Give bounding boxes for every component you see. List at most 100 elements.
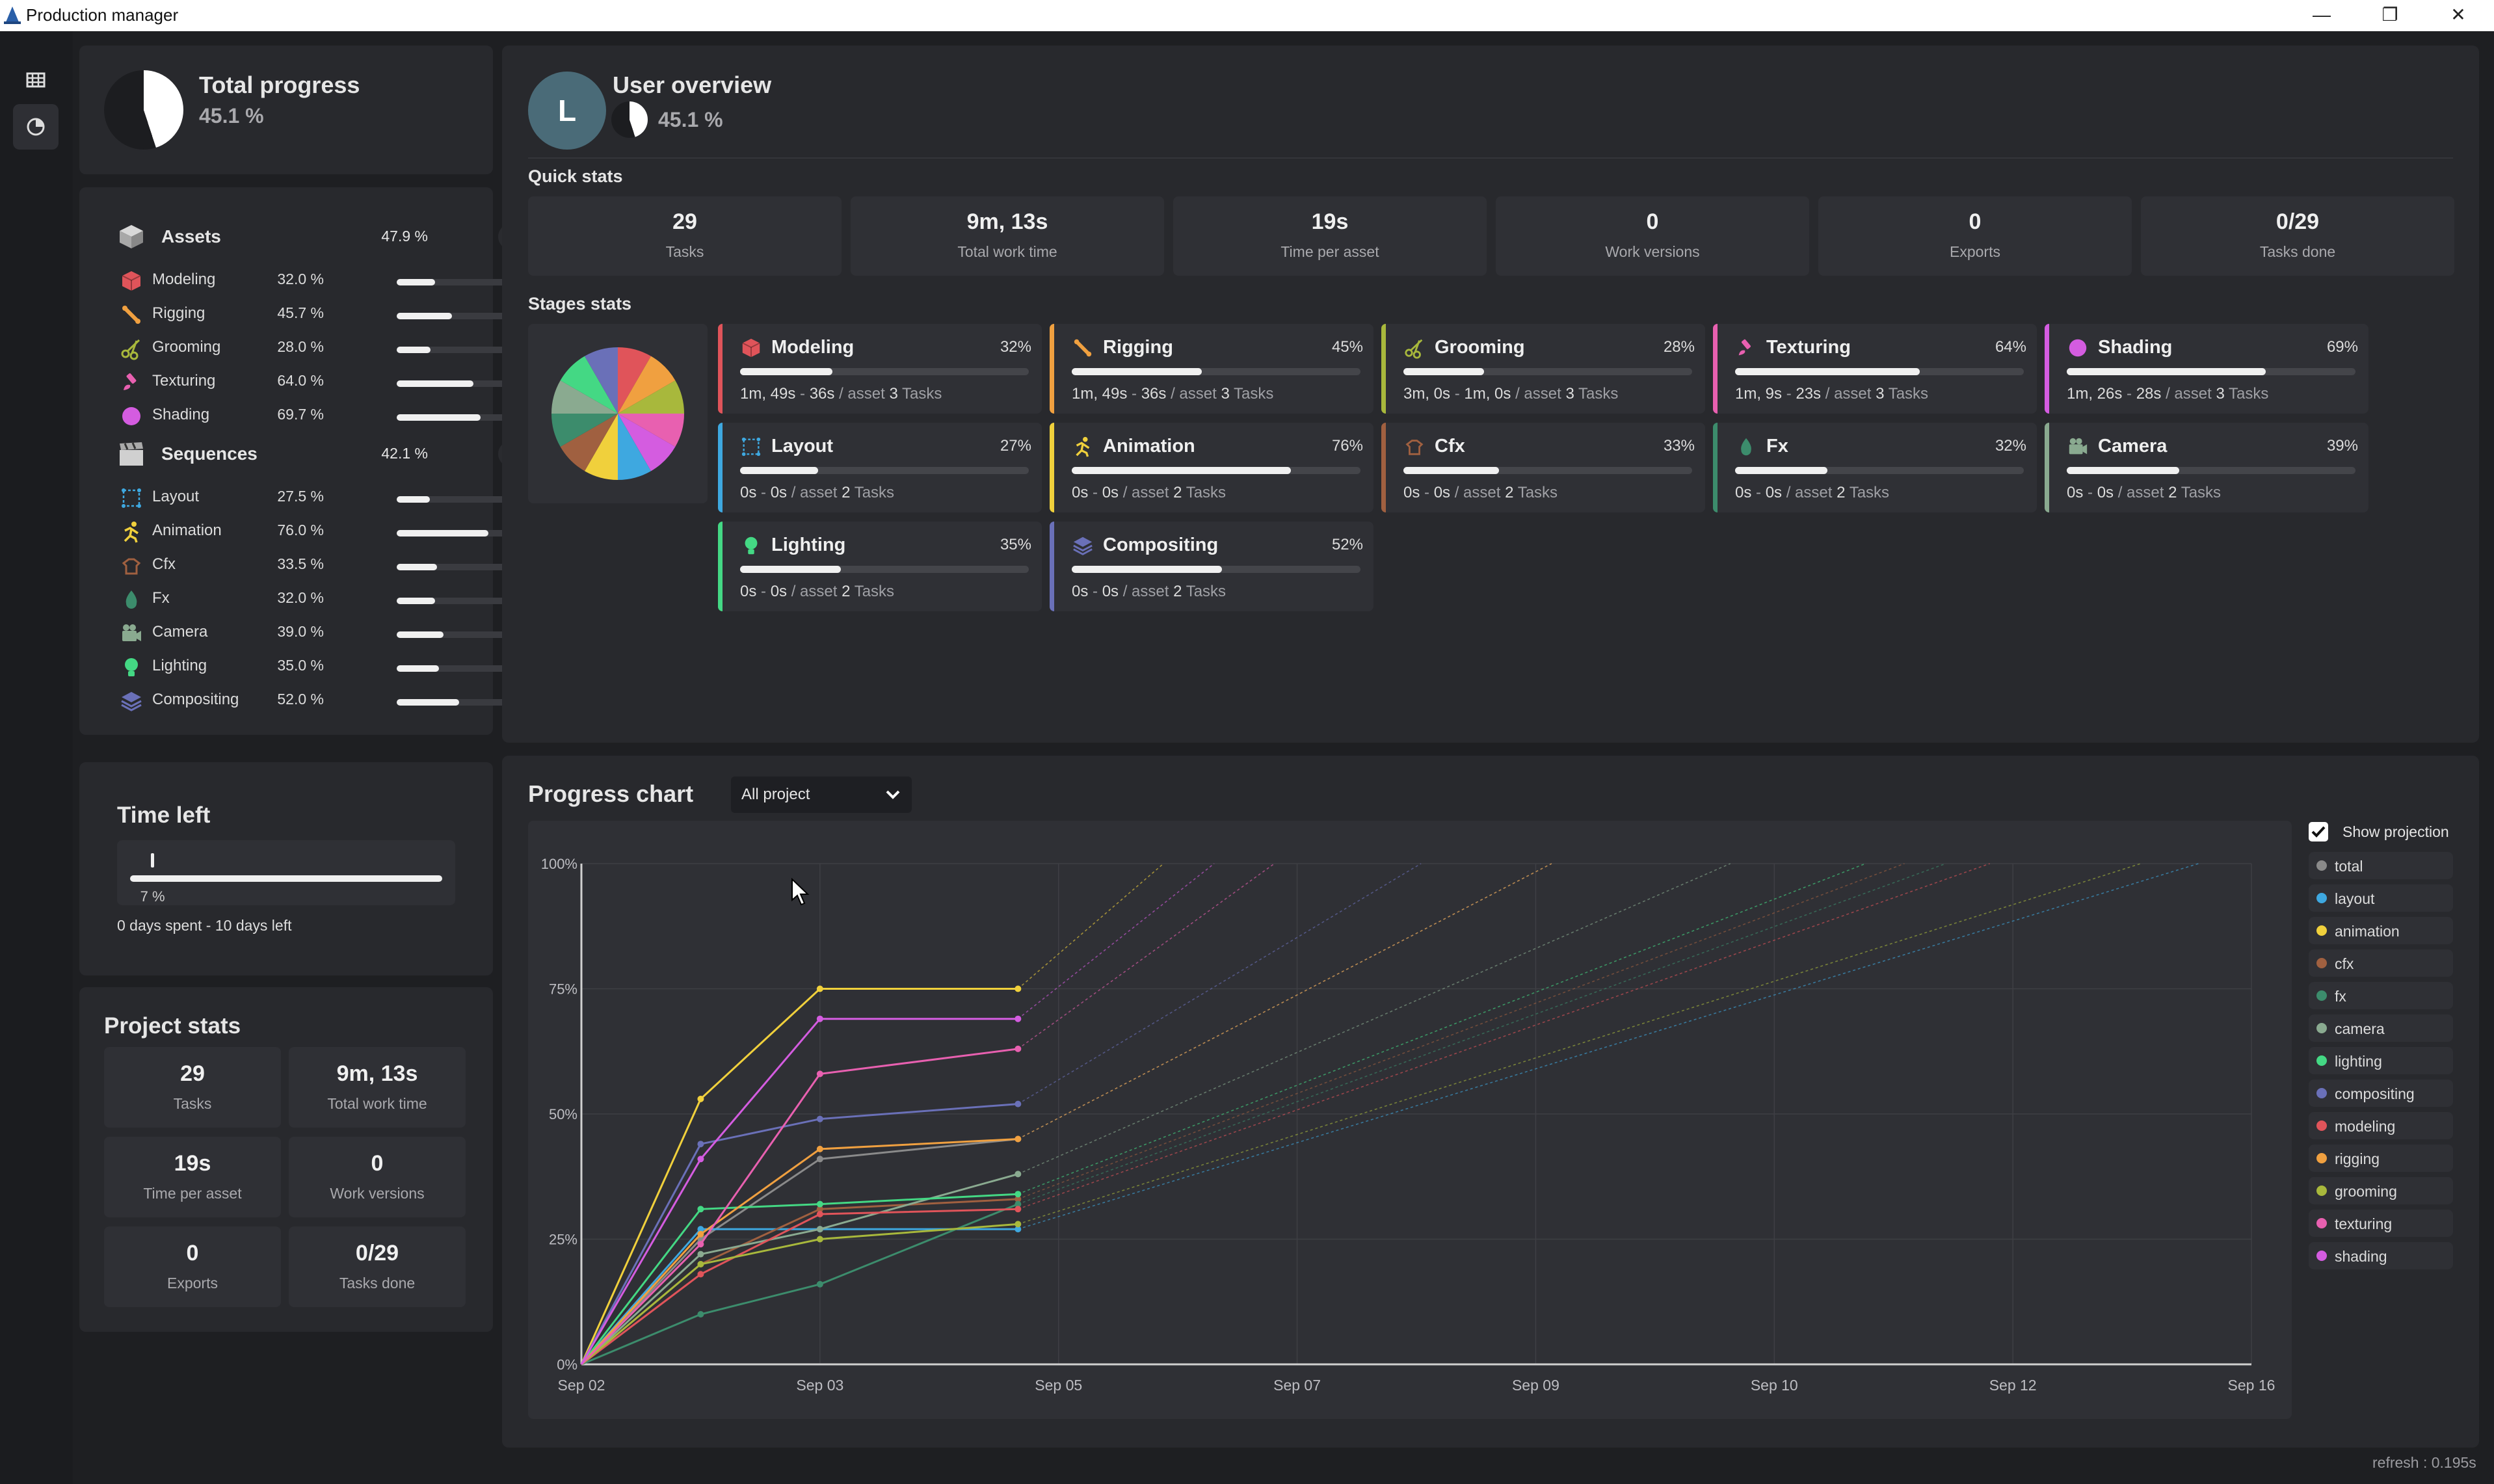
stage-row-compositing[interactable]: Compositing 52.0 % (79, 684, 534, 718)
legend-item-layout[interactable]: layout (2309, 884, 2453, 912)
legend-item-rigging[interactable]: rigging (2309, 1145, 2453, 1172)
pie-slice-rigging[interactable] (618, 356, 676, 414)
stage-card-fx[interactable]: Fx 32% 0s - 0s / asset 2 Tasks (1713, 423, 2037, 512)
legend-item-camera[interactable]: camera (2309, 1014, 2453, 1042)
data-point-camera[interactable] (1015, 1171, 1022, 1178)
avatar[interactable]: L (528, 72, 606, 150)
stage-card-rigging[interactable]: Rigging 45% 1m, 49s - 36s / asset 3 Tasks (1050, 324, 1373, 414)
data-point-grooming[interactable] (816, 1236, 823, 1243)
series-line-total[interactable] (580, 1138, 1018, 1366)
series-line-animation[interactable] (580, 988, 1018, 1365)
series-line-camera[interactable] (580, 1173, 1018, 1366)
stage-card-shading[interactable]: Shading 69% 1m, 26s - 28s / asset 3 Tasks (2045, 324, 2368, 414)
legend-item-cfx[interactable]: cfx (2309, 949, 2453, 977)
stage-row-rigging[interactable]: Rigging 45.7 % (79, 298, 534, 332)
data-point-compositing[interactable] (816, 1115, 823, 1122)
data-point-shading[interactable] (697, 1156, 704, 1163)
stage-card-layout[interactable]: Layout 27% 0s - 0s / asset 2 Tasks (718, 423, 1042, 512)
series-line-grooming[interactable] (581, 1223, 1018, 1366)
minimize-button[interactable]: — (2313, 5, 2331, 25)
data-point-total[interactable] (816, 1156, 823, 1163)
data-point-shading[interactable] (1015, 1015, 1022, 1022)
data-point-rigging[interactable] (1015, 1135, 1022, 1143)
data-point-compositing[interactable] (697, 1141, 704, 1148)
data-point-animation[interactable] (697, 1095, 704, 1102)
legend-item-modeling[interactable]: modeling (2309, 1112, 2453, 1139)
pie-slice-lighting[interactable] (560, 356, 618, 414)
data-point-layout[interactable] (1015, 1226, 1022, 1233)
pie-slice-fx[interactable] (551, 414, 618, 447)
series-line-fx[interactable] (581, 1203, 1018, 1366)
project-filter-select[interactable]: All project (731, 776, 912, 813)
maximize-button[interactable]: ❐ (2381, 5, 2398, 25)
data-point-fx[interactable] (1015, 1200, 1022, 1208)
close-button[interactable]: ✕ (2450, 5, 2466, 25)
show-projection-checkbox[interactable] (2309, 822, 2328, 841)
pie-slice-camera[interactable] (551, 380, 618, 414)
stage-card-camera[interactable]: Camera 39% 0s - 0s / asset 2 Tasks (2045, 423, 2368, 512)
stage-row-grooming[interactable]: Grooming 28.0 % (79, 332, 534, 365)
series-line-texturing[interactable] (580, 1048, 1018, 1366)
series-line-layout[interactable] (580, 1228, 1018, 1365)
series-line-rigging[interactable] (580, 1138, 1018, 1366)
data-point-animation[interactable] (1015, 985, 1022, 992)
stage-card-modeling[interactable]: Modeling 32% 1m, 49s - 36s / asset 3 Tasks (718, 324, 1042, 414)
pie-slice-layout[interactable] (618, 414, 651, 480)
data-point-fx[interactable] (697, 1311, 704, 1318)
nav-table-button[interactable] (13, 57, 59, 103)
nav-dashboard-button[interactable] (13, 104, 59, 150)
legend-item-compositing[interactable]: compositing (2309, 1080, 2453, 1107)
data-point-modeling[interactable] (816, 1211, 823, 1217)
series-line-lighting[interactable] (580, 1193, 1018, 1365)
series-line-compositing[interactable] (580, 1103, 1018, 1365)
data-point-camera[interactable] (816, 1226, 823, 1233)
data-point-lighting[interactable] (1015, 1191, 1022, 1198)
stage-row-shading[interactable]: Shading 69.7 % (79, 399, 534, 433)
pie-slice-animation[interactable] (585, 414, 618, 480)
data-point-modeling[interactable] (1015, 1206, 1022, 1213)
legend-item-animation[interactable]: animation (2309, 917, 2453, 944)
stage-row-fx[interactable]: Fx 32.0 % (79, 583, 534, 616)
data-point-rigging[interactable] (816, 1145, 823, 1152)
data-point-cfx[interactable] (816, 1206, 823, 1213)
data-point-modeling[interactable] (697, 1271, 704, 1278)
pie-slice-cfx[interactable] (560, 414, 618, 471)
stage-card-grooming[interactable]: Grooming 28% 3m, 0s - 1m, 0s / asset 3 Tas… (1381, 324, 1705, 414)
pie-slice-grooming[interactable] (618, 380, 684, 414)
data-point-layout[interactable] (697, 1226, 704, 1233)
stage-card-cfx[interactable]: Cfx 33% 0s - 0s / asset 2 Tasks (1381, 423, 1705, 512)
data-point-animation[interactable] (816, 985, 823, 992)
data-point-rigging[interactable] (697, 1230, 704, 1238)
pie-slice-modeling[interactable] (618, 347, 651, 414)
stage-card-texturing[interactable]: Texturing 64% 1m, 9s - 23s / asset 3 Tasks (1713, 324, 2037, 414)
series-line-modeling[interactable] (581, 1208, 1018, 1366)
stage-card-animation[interactable]: Animation 76% 0s - 0s / asset 2 Tasks (1050, 423, 1373, 512)
stage-card-lighting[interactable]: Lighting 35% 0s - 0s / asset 2 Tasks (718, 522, 1042, 611)
legend-item-grooming[interactable]: grooming (2309, 1177, 2453, 1204)
data-point-shading[interactable] (816, 1015, 823, 1022)
data-point-lighting[interactable] (697, 1206, 704, 1213)
data-point-cfx[interactable] (1015, 1195, 1022, 1202)
pie-slice-texturing[interactable] (618, 414, 684, 447)
legend-item-shading[interactable]: shading (2309, 1242, 2453, 1269)
legend-item-total[interactable]: total (2309, 852, 2453, 879)
stage-card-compositing[interactable]: Compositing 52% 0s - 0s / asset 2 Tasks (1050, 522, 1373, 611)
data-point-camera[interactable] (697, 1251, 704, 1258)
legend-item-texturing[interactable]: texturing (2309, 1210, 2453, 1237)
data-point-grooming[interactable] (1015, 1221, 1022, 1228)
data-point-fx[interactable] (816, 1280, 823, 1288)
data-point-grooming[interactable] (697, 1261, 704, 1267)
stage-row-layout[interactable]: Layout 27.5 % (79, 481, 534, 515)
legend-item-fx[interactable]: fx (2309, 982, 2453, 1009)
legend-item-lighting[interactable]: lighting (2309, 1047, 2453, 1074)
data-point-texturing[interactable] (1015, 1045, 1022, 1052)
pie-slice-shading[interactable] (618, 414, 676, 471)
stage-row-cfx[interactable]: Cfx 33.5 % (79, 549, 534, 583)
stage-row-texturing[interactable]: Texturing 64.0 % (79, 365, 534, 399)
data-point-texturing[interactable] (697, 1241, 704, 1248)
data-point-texturing[interactable] (816, 1070, 823, 1078)
series-line-shading[interactable] (580, 1018, 1018, 1365)
stage-row-animation[interactable]: Animation 76.0 % (79, 515, 534, 549)
data-point-compositing[interactable] (1015, 1100, 1022, 1107)
stage-row-modeling[interactable]: Modeling 32.0 % (79, 264, 534, 298)
